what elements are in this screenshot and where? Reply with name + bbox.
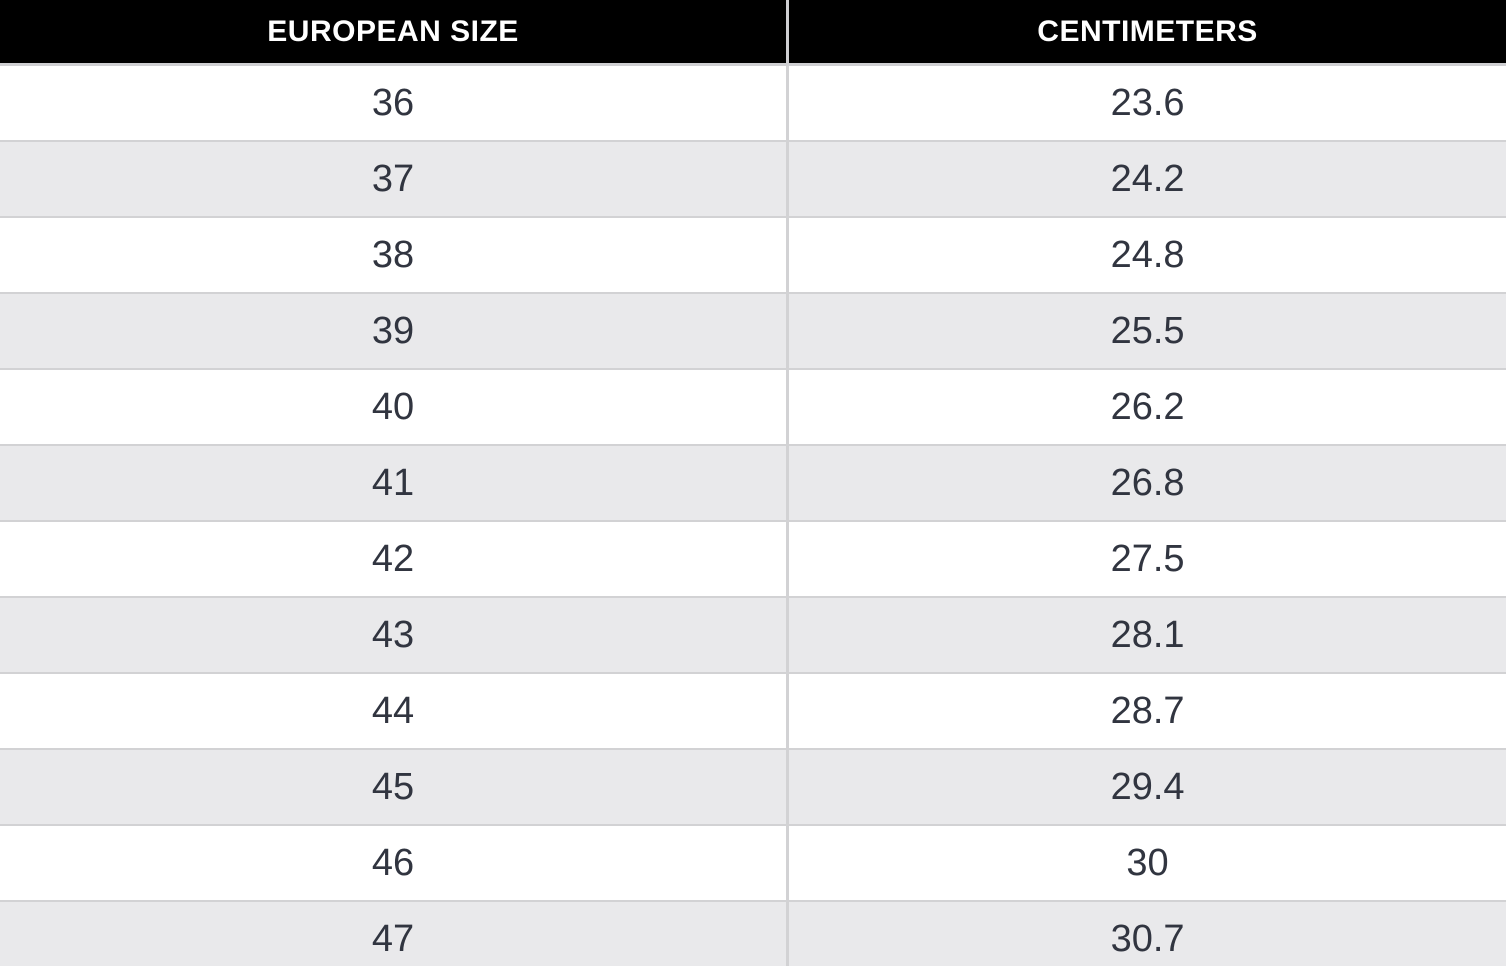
table-row: 43 28.1: [0, 597, 1506, 674]
table-row: 40 26.2: [0, 369, 1506, 446]
table-body: 36 23.6 37 24.2 38 24.8 39 25.5 40 26.2 …: [0, 64, 1506, 966]
size-cell: 42: [0, 521, 790, 598]
table-row: 41 26.8: [0, 445, 1506, 522]
size-cell: 43: [0, 597, 790, 674]
table-row: 45 29.4: [0, 749, 1506, 826]
cm-cell: 23.6: [787, 64, 1506, 142]
table-row: 46 30: [0, 825, 1506, 902]
size-cell: 41: [0, 445, 790, 522]
size-cell: 45: [0, 749, 790, 826]
column-header-european-size: EUROPEAN SIZE: [0, 0, 790, 66]
size-cell: 40: [0, 369, 790, 446]
table-row: 42 27.5: [0, 521, 1506, 598]
size-cell: 37: [0, 141, 790, 218]
size-cell: 39: [0, 293, 790, 370]
header-row: EUROPEAN SIZE CENTIMETERS: [0, 0, 1506, 66]
column-header-centimeters: CENTIMETERS: [787, 0, 1506, 66]
size-cell: 44: [0, 673, 790, 750]
table-row: 44 28.7: [0, 673, 1506, 750]
table-row: 36 23.6: [0, 64, 1506, 142]
table-header: EUROPEAN SIZE CENTIMETERS: [0, 0, 1506, 66]
table-row: 39 25.5: [0, 293, 1506, 370]
size-cell: 47: [0, 901, 790, 966]
cm-cell: 29.4: [787, 749, 1506, 826]
size-cell: 38: [0, 217, 790, 294]
cm-cell: 25.5: [787, 293, 1506, 370]
size-cell: 36: [0, 64, 790, 142]
table-row: 37 24.2: [0, 141, 1506, 218]
cm-cell: 30: [787, 825, 1506, 902]
cm-cell: 30.7: [787, 901, 1506, 966]
table-row: 47 30.7: [0, 901, 1506, 966]
cm-cell: 28.1: [787, 597, 1506, 674]
cm-cell: 24.8: [787, 217, 1506, 294]
table-row: 38 24.8: [0, 217, 1506, 294]
cm-cell: 24.2: [787, 141, 1506, 218]
cm-cell: 27.5: [787, 521, 1506, 598]
cm-cell: 26.2: [787, 369, 1506, 446]
cm-cell: 28.7: [787, 673, 1506, 750]
cm-cell: 26.8: [787, 445, 1506, 522]
size-cell: 46: [0, 825, 790, 902]
